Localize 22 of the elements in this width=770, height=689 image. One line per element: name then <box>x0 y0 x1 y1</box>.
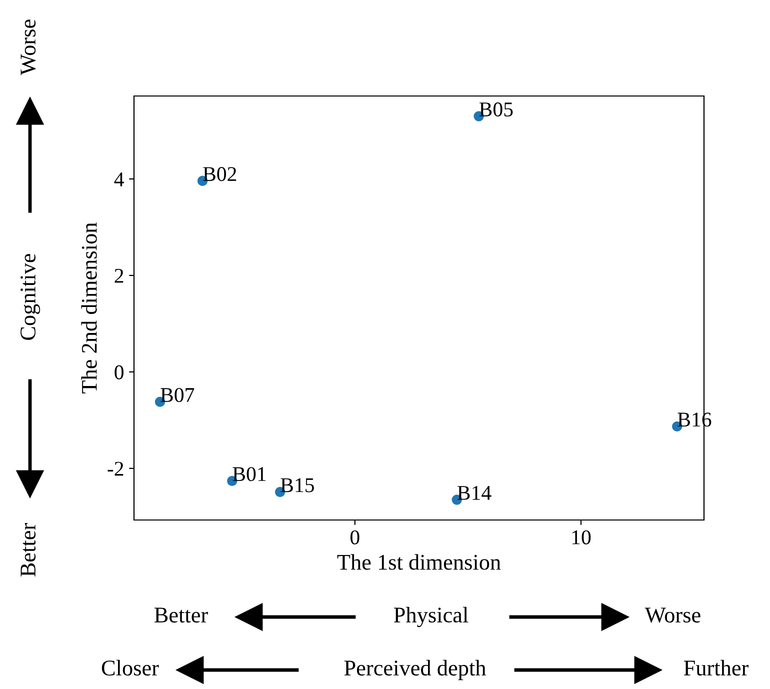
annotation: B14 <box>457 486 492 500</box>
text: Better <box>154 608 208 623</box>
y-tick-label: 4 <box>114 172 124 186</box>
annotation: B15 <box>280 478 314 492</box>
y-tick-label: -2 <box>108 462 124 476</box>
annotation: B01 <box>232 467 266 482</box>
text: Perceived depth <box>344 660 486 680</box>
text: Physical <box>394 606 468 628</box>
annotation: B02 <box>203 167 236 182</box>
y-axis-title: The 2nd dimension <box>81 222 97 394</box>
text: Closer <box>102 660 159 676</box>
annotation: B05 <box>479 102 513 116</box>
y-tick-label: 0 <box>114 365 124 380</box>
y-tick-label: 2 <box>114 268 124 283</box>
text: Further <box>684 660 749 676</box>
annotation: B07 <box>160 388 194 402</box>
x-axis-title: The 1st dimension <box>337 554 501 570</box>
text: Worse <box>644 608 700 623</box>
x-tick-label: 10 <box>572 530 591 544</box>
text: Cognitive <box>20 254 40 340</box>
text: Better <box>20 523 36 577</box>
text: Worse <box>20 20 36 76</box>
